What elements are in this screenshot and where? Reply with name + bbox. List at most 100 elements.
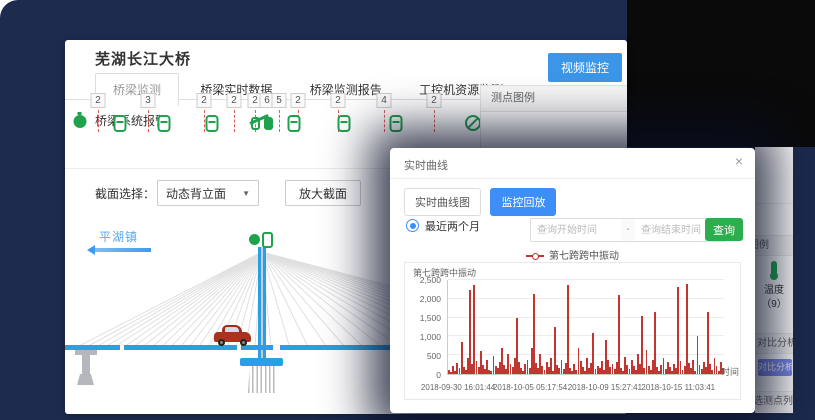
data-spike [577, 347, 580, 374]
section-select-value: 动态背立面 [166, 186, 227, 201]
data-spike [573, 364, 576, 374]
tower-sensor-icons[interactable] [249, 231, 275, 248]
data-spike [564, 363, 567, 374]
chart-legend[interactable]: 第七跨跨中振动 [390, 247, 755, 262]
zoom-section-button[interactable]: 放大截面 [285, 180, 362, 206]
section-select-row: 截面选择： 动态背立面 ▼ 放大截面 [95, 180, 362, 206]
data-spike [668, 367, 671, 374]
data-spike [530, 347, 533, 374]
vibration-chart: 第七跨跨中振动 0 500 1,000 1,500 2,000 2,500 2018-09… [404, 262, 741, 400]
tab-monitor-report[interactable]: 桥梁监测报告 [309, 83, 382, 97]
data-spike [615, 362, 618, 374]
section-select[interactable]: 动态背立面 ▼ [157, 180, 260, 206]
sensor-drop-line [204, 110, 205, 132]
legend-section-header: 测点图例 [755, 235, 793, 256]
chart-plot [447, 279, 724, 375]
data-spike [537, 368, 540, 374]
sensor-drop-line [434, 110, 435, 132]
close-icon[interactable]: × [734, 153, 743, 169]
data-spike [662, 358, 665, 374]
dialog-tab-bar: 实时曲线图 监控回放 [404, 188, 561, 216]
data-spike [581, 366, 584, 374]
data-spike [617, 295, 620, 374]
data-spike [492, 355, 495, 374]
data-spike [588, 367, 591, 374]
gauge-icon[interactable] [73, 112, 87, 128]
data-spike [607, 359, 610, 374]
data-spike [535, 363, 537, 374]
data-spike [645, 349, 648, 374]
data-spike [592, 332, 595, 374]
tab-system-alarm[interactable]: 桥梁系统报警 [95, 114, 168, 128]
data-spike [552, 371, 554, 374]
bearing-icon[interactable] [248, 115, 274, 130]
dialog-title: 实时曲线 [404, 160, 448, 172]
tab-monitor-playback[interactable]: 监控回放 [490, 188, 557, 216]
x-axis-name: 时间 [720, 367, 739, 377]
data-spike [707, 311, 709, 374]
tab-realtime-curve[interactable]: 实时曲线图 [404, 188, 481, 216]
data-spike [473, 285, 476, 374]
thermometer-icon[interactable] [770, 261, 778, 280]
link-icon[interactable] [337, 115, 351, 132]
data-spike [590, 363, 593, 374]
compare-analysis-button[interactable]: 对比分析 [758, 359, 792, 376]
data-spike [596, 366, 599, 374]
start-time-input[interactable] [531, 219, 621, 241]
data-spike [717, 370, 720, 374]
y-axis-ticks: 0 500 1,000 1,500 2,000 2,500 [405, 275, 443, 380]
data-spike [692, 359, 695, 374]
gridline [448, 354, 724, 356]
data-spike [685, 283, 688, 374]
data-spike [698, 365, 701, 374]
sensor-count-badge: 2 [226, 93, 242, 108]
tab-bridge-monitor[interactable]: 桥梁监测 [95, 73, 180, 106]
data-spike [515, 317, 518, 374]
link-icon[interactable] [205, 115, 219, 132]
x-tick-label: 2018-10-05 05:17:54 [492, 383, 568, 392]
sensor-count-badge: 5 [271, 93, 287, 108]
data-spike [681, 369, 684, 374]
data-spike [556, 364, 559, 374]
sensor-drop-line [279, 110, 280, 132]
data-spike [528, 368, 531, 374]
data-spike [711, 369, 714, 374]
link-icon[interactable] [389, 115, 403, 132]
data-spike [660, 364, 663, 374]
data-spike [705, 367, 707, 374]
link-icon [262, 232, 273, 248]
bridge-diagram: 平湖镇 [65, 220, 627, 414]
gridline [448, 279, 724, 280]
data-spike [486, 359, 489, 374]
sensor-count-badge: 2 [196, 93, 212, 108]
page-title: 芜湖长江大桥 [95, 51, 192, 68]
data-spike [722, 368, 724, 374]
query-button[interactable]: 查询 [705, 218, 743, 241]
data-spike [569, 367, 571, 374]
data-spike [477, 367, 480, 374]
end-time-input[interactable] [635, 219, 725, 241]
points-list-header: 已选测点列表 [755, 391, 793, 412]
side-panel-fragment: 测点图例 温度 （9） 对比分析 对比分析 已选测点列表 [755, 147, 793, 413]
data-spike [575, 369, 578, 374]
data-spike [639, 363, 641, 374]
link-icon[interactable] [113, 115, 127, 132]
data-spike [507, 353, 510, 374]
divider [755, 203, 793, 204]
sensor-count-badge: 2 [290, 93, 306, 108]
radio-last-two-months[interactable] [406, 219, 419, 232]
ban-icon[interactable] [465, 115, 481, 131]
link-icon[interactable] [287, 115, 301, 132]
data-spike [641, 315, 644, 374]
sensor-count-badge: 6 [259, 93, 275, 108]
data-spike [498, 361, 501, 374]
deck-joint [237, 345, 241, 350]
link-icon[interactable] [157, 115, 171, 132]
data-spike [464, 369, 467, 374]
data-spike [675, 368, 678, 374]
video-monitor-button[interactable]: 视频监控 [547, 53, 622, 82]
data-spike [471, 364, 474, 374]
deck-joint [120, 345, 124, 350]
